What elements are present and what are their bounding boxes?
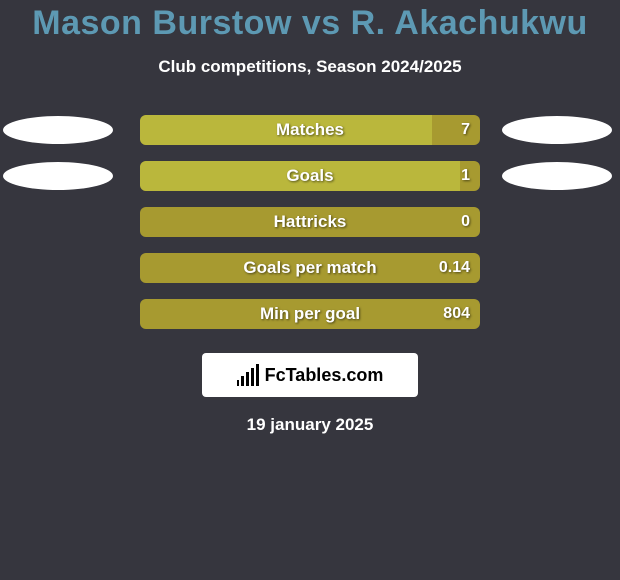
left-indicator-ellipse [3,162,113,190]
stat-label: Hattricks [140,207,480,237]
stats-chart: Matches7Goals1Hattricks0Goals per match0… [0,107,620,337]
fctables-logo: FcTables.com [202,353,418,397]
stat-row: Goals per match0.14 [0,245,620,291]
stat-bar: Goals1 [140,161,480,191]
subtitle: Club competitions, Season 2024/2025 [0,57,620,77]
left-indicator-ellipse [3,116,113,144]
stat-bar: Min per goal804 [140,299,480,329]
stat-row: Matches7 [0,107,620,153]
date-label: 19 january 2025 [0,415,620,435]
stat-label: Min per goal [140,299,480,329]
stat-bar: Hattricks0 [140,207,480,237]
stat-value: 0.14 [439,253,470,283]
stat-value: 7 [461,115,470,145]
right-indicator-ellipse [502,116,612,144]
stat-label: Goals per match [140,253,480,283]
stat-row: Hattricks0 [0,199,620,245]
comparison-infographic: Mason Burstow vs R. Akachukwu Club compe… [0,0,620,580]
stat-value: 1 [461,161,470,191]
page-title: Mason Burstow vs R. Akachukwu [0,4,620,43]
stat-bar-fill [140,161,460,191]
bar-chart-icon [237,364,259,386]
stat-bar-fill [140,115,432,145]
right-indicator-ellipse [502,162,612,190]
stat-row: Min per goal804 [0,291,620,337]
stat-row: Goals1 [0,153,620,199]
logo-text: FcTables.com [265,365,384,386]
stat-value: 804 [443,299,470,329]
stat-value: 0 [461,207,470,237]
stat-bar: Goals per match0.14 [140,253,480,283]
stat-bar: Matches7 [140,115,480,145]
